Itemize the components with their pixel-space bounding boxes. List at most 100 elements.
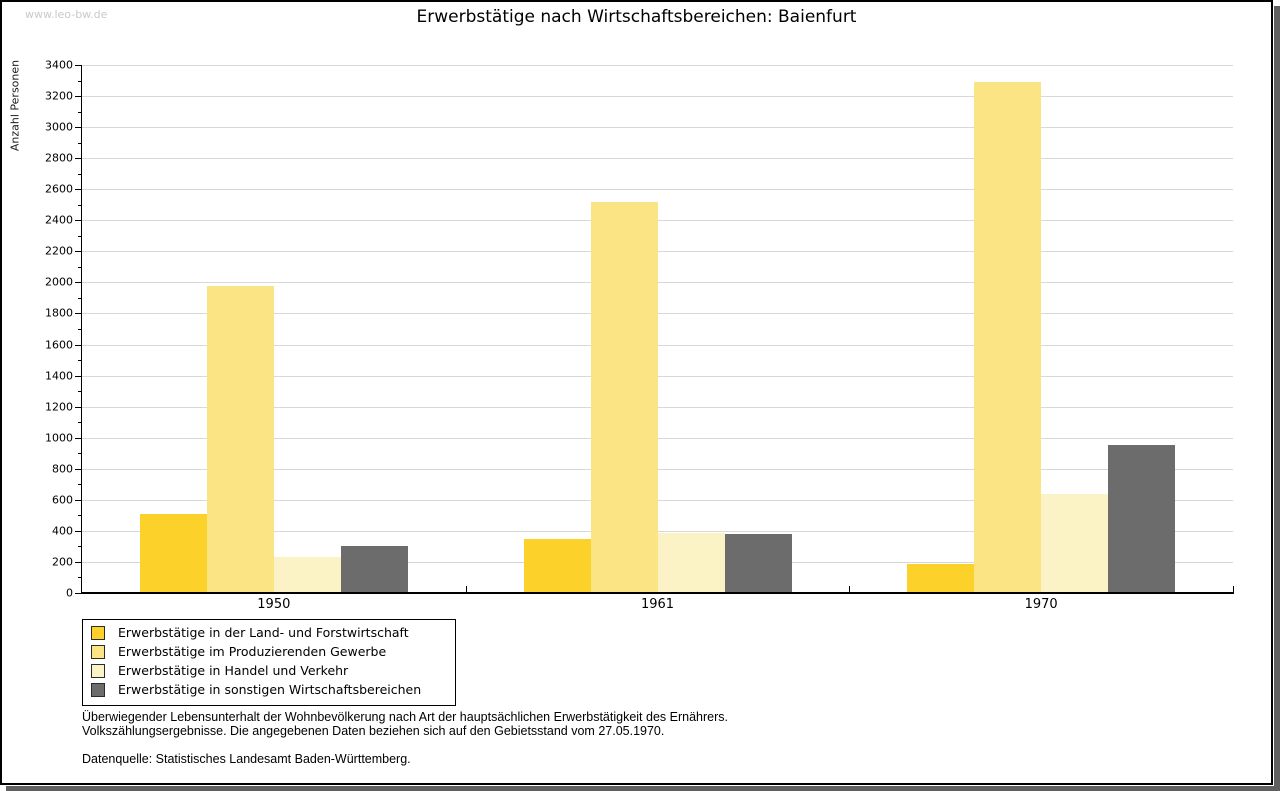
y-minor-tick (78, 546, 82, 548)
legend-label: Erwerbstätige im Produzierenden Gewerbe (118, 644, 387, 659)
y-tick-label: 1600 (45, 338, 73, 352)
gridline (82, 65, 1233, 66)
y-major-tick (75, 344, 82, 346)
x-boundary-tick (849, 586, 851, 593)
y-tick-label: 2400 (45, 213, 73, 227)
y-minor-tick (78, 329, 82, 330)
y-minor-tick (78, 484, 82, 486)
footnote-line-1: Überwiegender Lebensunterhalt der Wohnbe… (82, 710, 728, 724)
gridline (82, 96, 1233, 98)
bar (974, 82, 1042, 593)
bar (523, 538, 591, 593)
y-tick-label: 800 (52, 462, 73, 476)
legend-label: Erwerbstätige in der Land- und Forstwirt… (118, 625, 409, 640)
y-tick-label: 2200 (45, 244, 73, 258)
bar (657, 533, 725, 593)
x-tick-label: 1961 (640, 597, 675, 612)
data-source: Datenquelle: Statistisches Landesamt Bad… (82, 752, 411, 766)
gridline (82, 375, 1233, 377)
legend-color-swatch (91, 625, 105, 640)
y-major-tick (75, 65, 82, 66)
y-minor-tick (78, 173, 82, 175)
y-tick-label: 1200 (45, 400, 73, 414)
legend-color-swatch (91, 644, 105, 659)
y-major-tick (75, 561, 82, 563)
y-minor-tick (78, 111, 82, 113)
legend-item: Erwerbstätige in Handel und Verkehr (83, 661, 443, 680)
y-major-tick (75, 375, 82, 377)
y-major-tick (75, 96, 82, 98)
legend-label: Erwerbstätige in Handel und Verkehr (118, 663, 349, 678)
y-major-tick (75, 468, 82, 470)
y-major-tick (75, 251, 82, 253)
y-tick-label: 1400 (45, 369, 73, 383)
y-minor-tick (78, 142, 82, 144)
y-minor-tick (78, 515, 82, 517)
y-major-tick (75, 127, 82, 129)
watermark: www.leo-bw.de (25, 8, 108, 21)
legend-item: Erwerbstätige in sonstigen Wirtschaftsbe… (83, 680, 443, 699)
y-minor-tick (78, 297, 82, 299)
y-minor-tick (78, 422, 82, 424)
gridline (82, 468, 1233, 470)
legend-color-swatch (91, 663, 105, 678)
gridline (82, 127, 1233, 129)
y-major-tick (75, 220, 82, 222)
y-minor-tick (78, 391, 82, 393)
y-major-tick (75, 158, 82, 160)
y-minor-tick (78, 577, 82, 579)
y-tick-label: 1800 (45, 306, 73, 320)
y-tick-label: 1000 (45, 431, 73, 445)
bar (1041, 493, 1109, 593)
y-tick-label: 3400 (45, 58, 73, 72)
bar (590, 201, 658, 593)
bar (724, 533, 792, 593)
y-major-tick (75, 406, 82, 408)
y-tick-label: 0 (66, 586, 73, 600)
x-boundary-tick (1233, 586, 1234, 593)
y-major-tick (75, 282, 82, 284)
gridline (82, 499, 1233, 501)
gridline (82, 189, 1233, 191)
drop-shadow-bottom (6, 786, 1280, 791)
y-tick-label: 2800 (45, 151, 73, 165)
y-tick-label: 200 (52, 555, 73, 569)
x-tick-label: 1970 (1024, 597, 1058, 612)
y-tick-label: 3000 (45, 120, 73, 134)
y-major-tick (75, 593, 82, 594)
y-major-tick (75, 499, 82, 501)
gridline (82, 220, 1233, 222)
y-axis-line (81, 65, 82, 593)
bar (907, 564, 975, 593)
y-minor-tick (78, 453, 82, 455)
x-boundary-tick (465, 586, 467, 593)
y-tick-label: 600 (52, 493, 73, 507)
bar (139, 513, 207, 593)
x-tick-label: 1950 (257, 597, 291, 612)
legend: Erwerbstätige in der Land- und Forstwirt… (82, 619, 456, 706)
bar (1108, 445, 1176, 593)
footnote-line-2: Volkszählungsergebnisse. Die angegebenen… (82, 724, 665, 738)
gridline (82, 251, 1233, 253)
gridline (82, 313, 1233, 315)
y-tick-label: 2000 (45, 275, 73, 289)
chart-title: Erwerbstätige nach Wirtschaftsbereichen:… (416, 7, 857, 27)
gridline (82, 344, 1233, 346)
gridline (82, 406, 1233, 408)
drop-shadow-right (1274, 6, 1280, 791)
legend-item: Erwerbstätige im Produzierenden Gewerbe (83, 642, 443, 661)
gridline (82, 437, 1233, 439)
y-minor-tick (78, 266, 82, 268)
y-tick-label: 400 (52, 524, 73, 538)
x-axis-line (81, 592, 1234, 594)
y-minor-tick (78, 204, 82, 206)
y-minor-tick (78, 235, 82, 237)
y-tick-label: 2600 (45, 182, 73, 196)
y-minor-tick (78, 360, 82, 362)
y-tick-label: 3200 (45, 89, 73, 103)
gridline (82, 158, 1233, 160)
gridline (82, 530, 1233, 532)
y-major-tick (75, 437, 82, 439)
bar (206, 285, 274, 593)
